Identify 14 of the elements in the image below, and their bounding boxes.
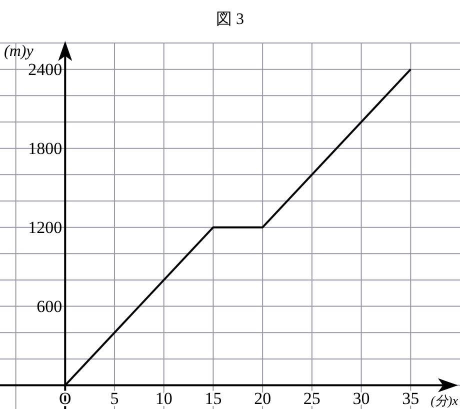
x-axis-title: (分)x [430,393,458,408]
x-tick-label: 25 [303,389,320,408]
x-tick-label: 15 [204,389,222,408]
y-axis-title: (m)y [4,43,34,60]
y-tick-label: 1200 [28,218,62,237]
chart-title: 図 3 [216,11,244,28]
x-tick-label: 35 [402,389,420,408]
y-tick-label: 600 [36,296,62,316]
x-tick-label: 20 [254,389,272,408]
y-tick-label: 1800 [28,138,62,158]
y-tick-label: 2400 [28,60,62,79]
x-tick-label: 5 [110,389,119,408]
x-tick-label: 10 [155,389,172,408]
x-tick-label: 30 [352,389,370,408]
